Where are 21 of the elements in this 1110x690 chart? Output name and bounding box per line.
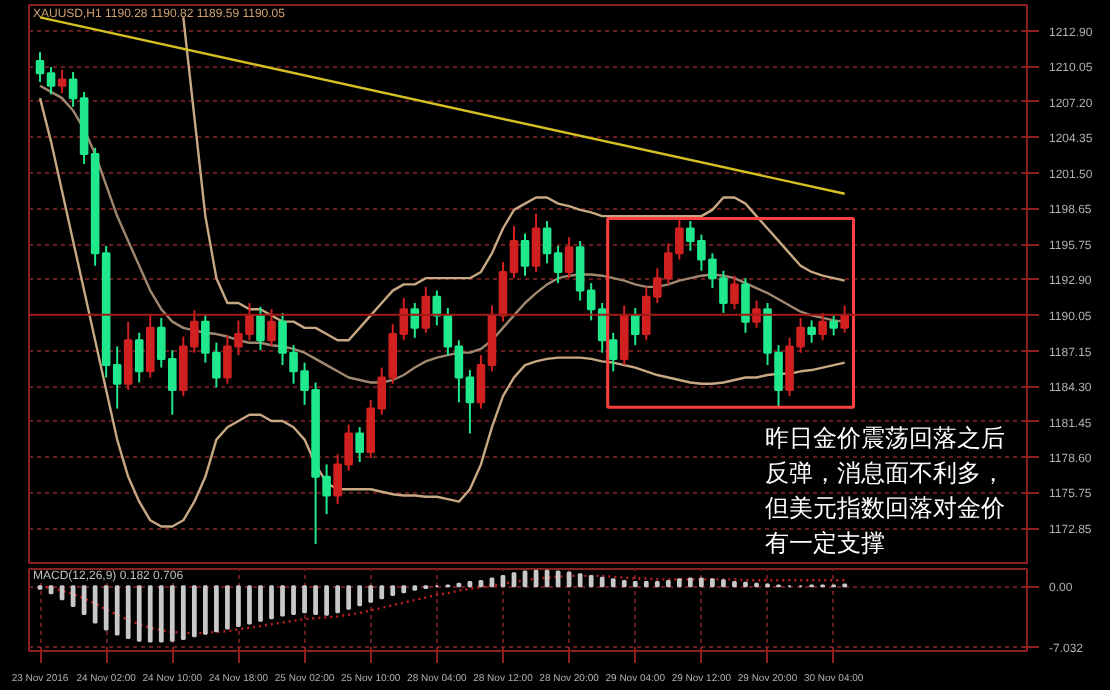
candlestick (840, 304, 849, 334)
candlestick (619, 304, 629, 367)
candlestick (267, 308, 276, 348)
candlestick (123, 320, 133, 391)
candlestick (256, 305, 265, 352)
candlestick (730, 274, 739, 311)
candlestick (630, 306, 640, 347)
candlestick (818, 311, 827, 342)
annotation: 昨日金价震荡回落之后反弹，消息面不利多，但美元指数回落对金价有一定支撑 (765, 424, 1005, 557)
candlestick (807, 319, 816, 344)
candlestick (829, 314, 838, 337)
candlestick (410, 302, 420, 339)
candlestick (145, 314, 155, 379)
candlestick (564, 236, 574, 280)
candlestick (355, 426, 364, 463)
candlestick (134, 331, 144, 384)
candlestick (57, 68, 67, 95)
candlestick (531, 212, 541, 273)
candlestick (752, 299, 761, 329)
candlestick (520, 232, 530, 277)
candlestick (741, 277, 750, 334)
